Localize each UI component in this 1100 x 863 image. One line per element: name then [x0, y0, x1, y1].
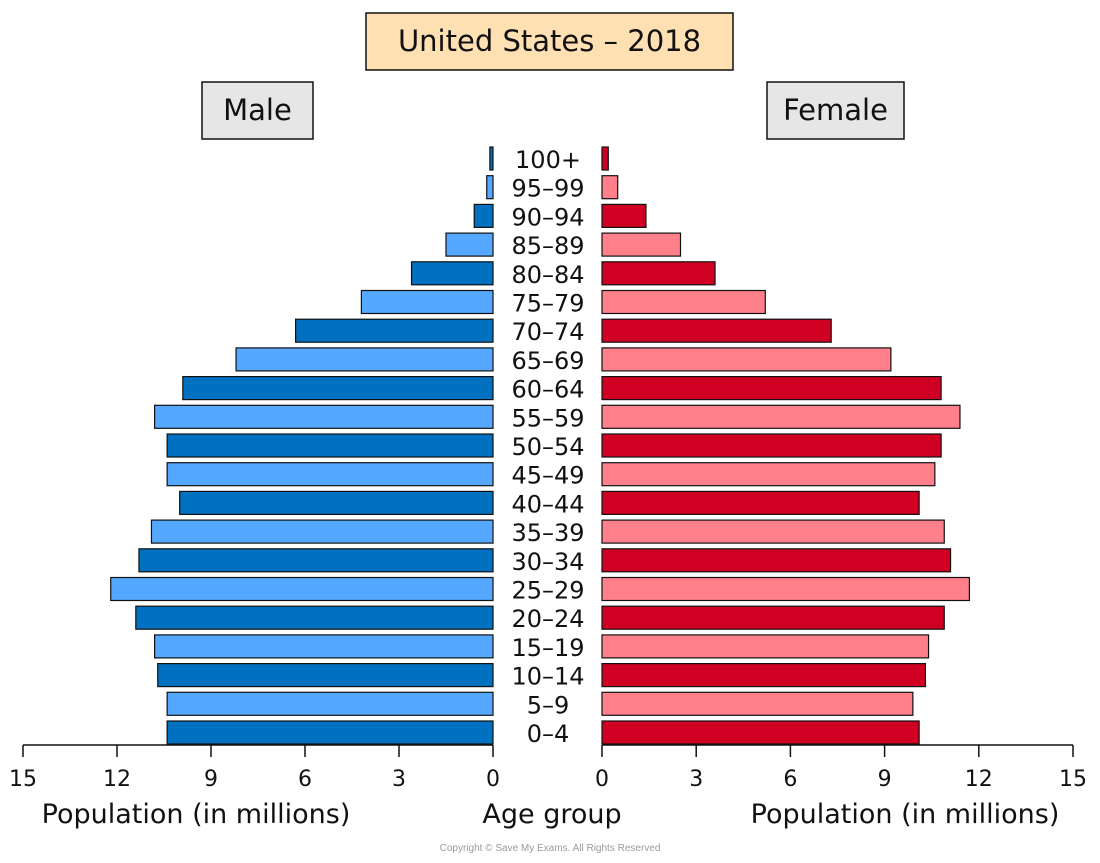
- male-bar: [166, 433, 494, 458]
- age-group-label: 85–89: [511, 232, 584, 260]
- tick-label: 3: [689, 767, 703, 792]
- tick-label: 0: [595, 767, 609, 792]
- age-group-label: 40–44: [511, 490, 584, 518]
- male-bars: [110, 146, 494, 745]
- male-bar: [150, 519, 494, 544]
- male-bar: [166, 720, 494, 745]
- age-group-label: 5–9: [527, 691, 570, 719]
- male-bar: [445, 232, 494, 257]
- title-box-bg: [365, 12, 734, 71]
- female-bar: [601, 634, 930, 659]
- male-bar: [154, 634, 494, 659]
- tick-label: 3: [392, 767, 406, 792]
- age-group-label: 95–99: [511, 175, 584, 203]
- male-label-box: Male: [201, 81, 314, 140]
- female-label-box: Female: [766, 81, 905, 140]
- right-axis-title: Population (in millions): [751, 799, 1060, 830]
- female-bar: [601, 318, 832, 343]
- female-bars: [601, 146, 970, 745]
- age-group-label: 25–29: [511, 577, 584, 605]
- tick-label: 15: [9, 767, 37, 792]
- age-group-label: 10–14: [511, 663, 584, 691]
- female-bar: [601, 232, 682, 257]
- male-bar: [473, 203, 494, 228]
- female-bar: [601, 605, 945, 630]
- age-group-label: 90–94: [511, 203, 584, 231]
- female-bar: [601, 462, 936, 487]
- female-bar: [601, 662, 927, 688]
- male-bar: [157, 662, 494, 688]
- female-label: Female: [783, 93, 888, 127]
- age-group-labels: 100+95–9990–9485–8980–8475–7970–7465–696…: [511, 146, 584, 748]
- copyright-text: Copyright © Save My Exams. All Rights Re…: [440, 843, 661, 854]
- right-x-axis: 0 3 6 9 12 15: [595, 744, 1087, 792]
- female-bar: [601, 691, 914, 716]
- female-bar: [601, 490, 920, 515]
- female-bar: [601, 347, 892, 372]
- age-group-label: 60–64: [511, 376, 584, 404]
- male-bar: [182, 376, 494, 401]
- tick-label: 6: [783, 767, 797, 792]
- age-group-label: 65–69: [511, 347, 584, 375]
- female-label-bg: [766, 81, 905, 140]
- male-bar: [489, 146, 494, 171]
- age-group-label: 50–54: [511, 433, 584, 461]
- male-bar: [410, 261, 494, 286]
- tick-label: 0: [486, 767, 500, 792]
- male-bar: [360, 289, 494, 315]
- female-bar: [601, 548, 952, 573]
- male-bar: [166, 462, 494, 487]
- female-bar: [601, 261, 716, 286]
- male-bar: [235, 347, 494, 372]
- male-bar: [154, 404, 494, 429]
- female-bar: [601, 720, 920, 745]
- male-bar: [110, 576, 494, 602]
- chart-title: United States – 2018: [398, 24, 701, 58]
- age-group-label: 80–84: [511, 261, 584, 289]
- center-axis-title: Age group: [482, 799, 621, 830]
- age-group-label: 100+: [515, 146, 581, 174]
- female-bar: [601, 146, 609, 171]
- tick-label: 9: [204, 767, 218, 792]
- tick-label: 9: [878, 767, 892, 792]
- left-axis-title: Population (in millions): [42, 799, 351, 830]
- tick-label: 6: [298, 767, 312, 792]
- tick-label: 12: [965, 767, 993, 792]
- chart-title-box: United States – 2018: [365, 12, 734, 71]
- male-bar: [295, 318, 494, 343]
- tick-label: 12: [103, 767, 131, 792]
- age-group-label: 70–74: [511, 318, 584, 346]
- age-group-label: 20–24: [511, 605, 584, 633]
- female-bar: [601, 376, 942, 401]
- age-group-label: 55–59: [511, 404, 584, 432]
- female-bar: [601, 519, 945, 544]
- age-group-label: 0–4: [527, 720, 570, 748]
- female-bar: [601, 433, 942, 458]
- female-bar: [601, 404, 961, 429]
- male-label: Male: [223, 93, 292, 127]
- male-bar: [486, 175, 494, 200]
- left-x-axis: 15 12 9 6 3 0: [9, 744, 500, 792]
- age-group-label: 15–19: [511, 634, 584, 662]
- age-group-label: 75–79: [511, 290, 584, 318]
- age-group-label: 45–49: [511, 462, 584, 490]
- female-bar: [601, 203, 647, 228]
- male-bar: [179, 490, 494, 515]
- male-bar: [135, 605, 494, 630]
- female-bar: [601, 576, 970, 602]
- tick-label: 15: [1059, 767, 1087, 792]
- female-bar: [601, 289, 766, 315]
- male-label-bg: [201, 81, 314, 140]
- age-group-label: 30–34: [511, 548, 584, 576]
- male-bar: [166, 691, 494, 716]
- age-group-label: 35–39: [511, 519, 584, 547]
- female-bar: [601, 175, 619, 200]
- male-bar: [138, 548, 494, 573]
